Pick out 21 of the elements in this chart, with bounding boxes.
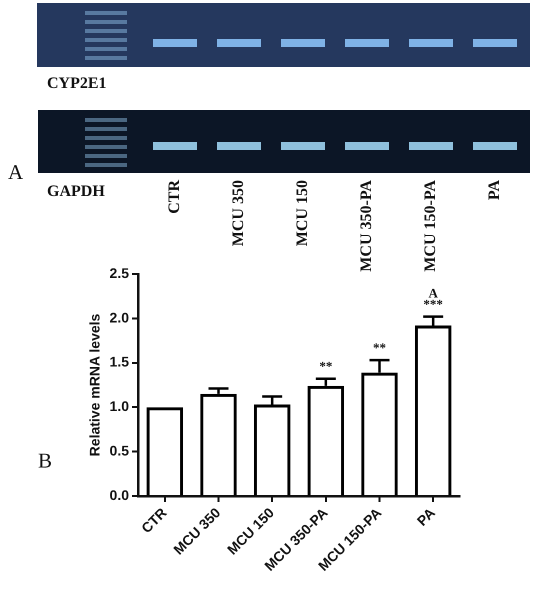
category-label: MCU 150 xyxy=(294,180,311,246)
y-tick-label: 1.5 xyxy=(110,354,130,370)
category-label: MCU 350-PA xyxy=(358,180,375,272)
category-label: MCU 350 xyxy=(230,180,247,246)
y-tick-label: 0.0 xyxy=(110,486,130,503)
x-tick-label: PA xyxy=(414,504,438,529)
category-label: PA xyxy=(486,180,503,200)
text: B xyxy=(38,448,52,473)
text: CYP2E1 xyxy=(47,75,107,92)
annotation: ** xyxy=(373,340,386,355)
category-label: MCU 150-PA xyxy=(422,180,439,272)
y-tick-label: 2.0 xyxy=(110,309,130,326)
text: A xyxy=(8,160,24,184)
y-axis-title: Relative mRNA levels xyxy=(86,313,102,456)
x-tick-label: CTR xyxy=(138,504,170,536)
y-tick-label: 1.0 xyxy=(110,398,130,414)
category-label: CTR xyxy=(166,180,183,214)
y-tick-label: 2.5 xyxy=(110,264,130,281)
y-tick-label: 0.5 xyxy=(110,442,130,458)
text: GAPDH xyxy=(47,183,105,200)
annotation: ** xyxy=(319,358,332,374)
